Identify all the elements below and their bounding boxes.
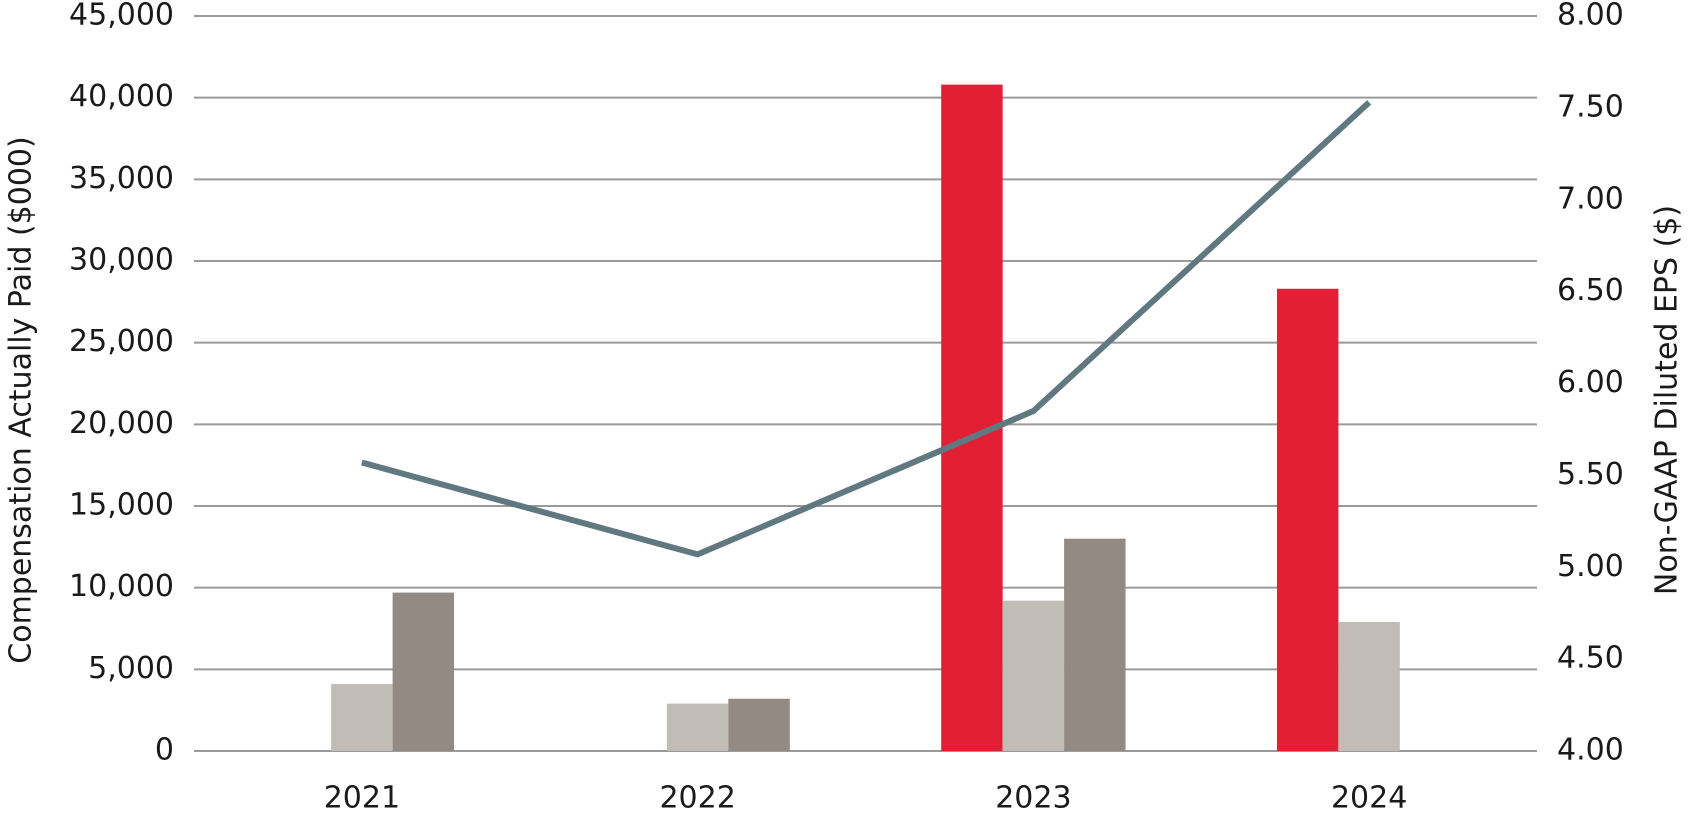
y-tick-label: 25,000	[69, 324, 174, 359]
bar	[331, 684, 393, 751]
y-tick-label: 20,000	[69, 406, 174, 441]
y-tick-label: 15,000	[69, 488, 174, 523]
y2-tick-label: 7.50	[1557, 89, 1624, 124]
x-tick-label: 2023	[995, 781, 1071, 816]
y2-tick-label: 7.00	[1557, 181, 1624, 216]
y2-tick-label: 4.50	[1557, 641, 1624, 676]
bar	[1338, 621, 1400, 751]
y-tick-label: 10,000	[69, 569, 174, 604]
line	[361, 100, 1372, 558]
bar	[728, 698, 790, 751]
y-tick-label: 5,000	[88, 651, 174, 686]
bar	[666, 703, 729, 751]
y-tick-label: 45,000	[69, 0, 174, 33]
y2-tick-label: 6.00	[1557, 365, 1624, 400]
y-axis-title: Compensation Actually Paid ($000)	[4, 136, 39, 663]
bar	[392, 592, 455, 751]
y-tick-label: 40,000	[69, 79, 174, 114]
y2-tick-label: 5.00	[1557, 549, 1624, 584]
bar	[941, 84, 1003, 752]
y-tick-label: 35,000	[69, 161, 174, 196]
y2-tick-label: 4.00	[1557, 733, 1624, 768]
y-tick-label: 30,000	[69, 243, 174, 278]
x-tick-label: 2022	[659, 781, 735, 816]
y2-tick-label: 5.50	[1557, 457, 1624, 492]
y2-tick-label: 6.50	[1557, 273, 1624, 308]
x-tick-label: 2021	[324, 781, 400, 816]
y2-tick-label: 8.00	[1557, 0, 1624, 33]
y-tick-label: 0	[155, 733, 174, 768]
x-tick-label: 2024	[1331, 781, 1407, 816]
bar	[1002, 600, 1065, 751]
y2-axis-title: Non-GAAP Diluted EPS ($)	[1650, 205, 1685, 595]
bar	[1276, 288, 1339, 751]
bar	[1064, 538, 1126, 751]
